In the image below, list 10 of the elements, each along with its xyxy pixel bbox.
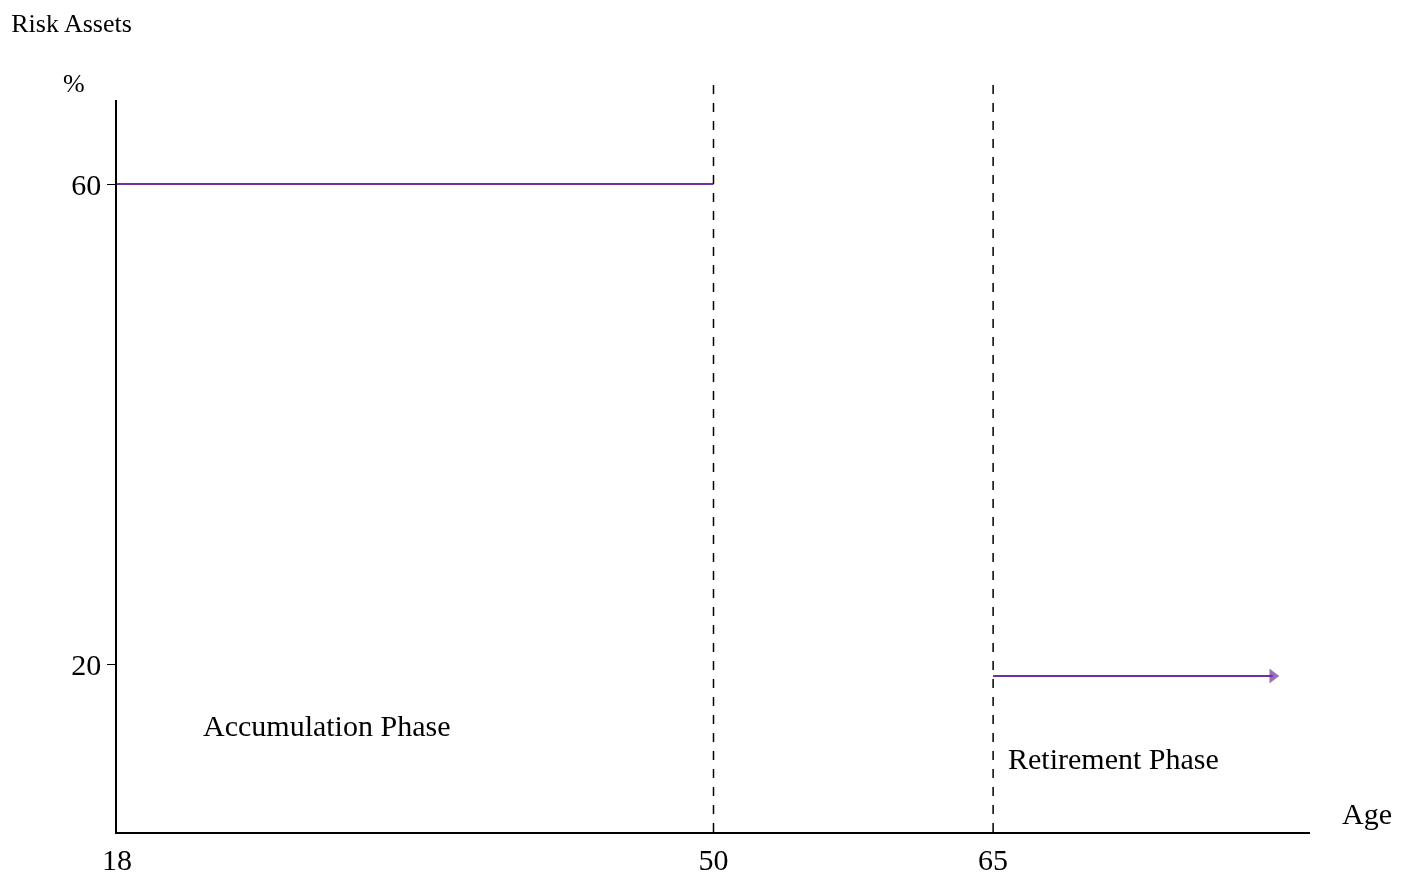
x-tick-label: 50 bbox=[698, 842, 729, 876]
annotation: Accumulation Phase bbox=[203, 709, 451, 742]
chart-title: Risk Assets bbox=[11, 8, 132, 38]
y-tick-label: 20 bbox=[71, 647, 102, 681]
x-axis-title: Age bbox=[1342, 797, 1392, 830]
x-tick-label: 65 bbox=[978, 842, 1009, 876]
y-axis-title: % bbox=[63, 69, 85, 98]
x-tick-label: 18 bbox=[102, 842, 132, 876]
y-tick-label: 60 bbox=[71, 167, 102, 201]
annotation: Retirement Phase bbox=[1008, 742, 1219, 775]
